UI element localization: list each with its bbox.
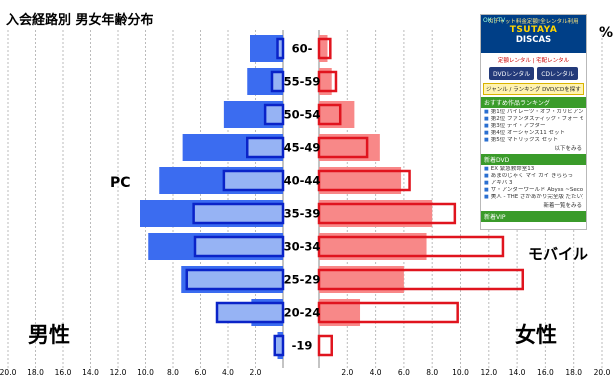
list-item[interactable]: 第4位 オーシャンズ11 セット: [484, 130, 583, 137]
male-mobile-bar: [273, 334, 285, 357]
female-mobile-bar: [317, 202, 457, 225]
male-mobile-bar: [193, 235, 285, 258]
age-category-label: 50-54: [284, 108, 321, 122]
male-mobile-bar: [185, 268, 285, 291]
ad-brand-tsutaya: TSUTAYA: [509, 25, 558, 35]
male-tick-label: 14.0: [82, 368, 99, 376]
female-mobile-bar: [317, 136, 369, 159]
female-mobile-bar: [317, 334, 333, 357]
age-category-labels: 60- 55-59 50-54 45-49 40-44 35-39 30-34 25-29 20…: [284, 42, 321, 353]
female-pc-bar: [319, 35, 328, 62]
list-item[interactable]: EX 緊急救命室13: [484, 166, 583, 173]
ad-header: OK | TV ガチャット料金定額!全レンタル利用 TSUTAYA DISCAS: [481, 15, 586, 53]
female-mobile-bar: [317, 103, 342, 126]
ad-subtitle: ガチャット料金定額!全レンタル利用: [488, 19, 579, 25]
mobile-series-label: モバイル: [528, 245, 588, 263]
age-category-label: 30-34: [284, 240, 321, 254]
ad-search-link[interactable]: ジャンル / ランキング DVD/CDを探す: [483, 83, 584, 95]
male-tick-label: 16.0: [55, 368, 72, 376]
cd-rental-button[interactable]: CDレンタル: [537, 67, 579, 80]
list-item[interactable]: 美人 - THE さかあがり完全版 だたい宝物詰め: [484, 194, 583, 201]
male-mobile-bar: [270, 70, 285, 93]
female-tick-label: 8.0: [426, 368, 438, 376]
female-mobile-bar: [317, 70, 338, 93]
male-tick-label: 18.0: [27, 368, 44, 376]
list-item[interactable]: アキバ 3: [484, 180, 583, 187]
age-category-label: 60-: [292, 42, 313, 56]
female-mobile-bar: [317, 268, 525, 291]
age-category-label: 20-24: [284, 306, 321, 320]
ad-new-dvd-list: EX 緊急救命室13 あまのじゃく マイ ガイ きららっ アキバ 3 ザ・アンダ…: [481, 166, 586, 201]
ad-new-list-link[interactable]: 新着一覧をみる: [543, 203, 582, 209]
female-tick-label: 10.0: [452, 368, 469, 376]
female-tick-label: 12.0: [480, 368, 497, 376]
ad-ranking-header: おすすめ作品ランキング: [481, 97, 586, 108]
male-tick-label: 10.0: [137, 368, 154, 376]
male-mobile-bar: [215, 301, 285, 324]
male-tick-label: 6.0: [195, 368, 207, 376]
ad-button-row: DVDレンタル CDレンタル: [481, 67, 586, 80]
axis-tick-labels: 20.0 18.0 16.0 14.0 12.0 10.0 8.0 6.0 4.0 2.0 2.0 4…: [0, 368, 611, 376]
tsutaya-discas-ad-banner[interactable]: OK | TV ガチャット料金定額!全レンタル利用 TSUTAYA DISCAS…: [480, 14, 587, 230]
female-tick-label: 16.0: [537, 368, 554, 376]
dvd-rental-button[interactable]: DVDレンタル: [488, 67, 535, 80]
female-tick-label: 4.0: [370, 368, 382, 376]
age-category-label: 55-59: [284, 75, 321, 89]
ad-vip-header: 新着VIP: [481, 211, 586, 222]
age-category-label: -19: [292, 339, 313, 353]
male-tick-label: 8.0: [167, 368, 179, 376]
ad-brand-discas: DISCAS: [515, 35, 552, 45]
list-item[interactable]: 第3位 デイ・アフター: [484, 123, 583, 130]
ad-ranking-list: 第1位 パイレーツ・オブ・カリビアン セット 第2位 ファンタスティック・フォー…: [481, 109, 586, 144]
percent-unit: %: [599, 25, 613, 41]
ad-new-dvd-header: 新着DVD: [481, 154, 586, 165]
male-label: 男性: [28, 323, 70, 347]
list-item[interactable]: 第5位 マトリックス セット: [484, 137, 583, 144]
list-item[interactable]: 第2位 ファンタスティック・フォー セット: [484, 116, 583, 123]
female-tick-label: 2.0: [341, 368, 353, 376]
list-item[interactable]: あまのじゃく マイ ガイ きららっ: [484, 173, 583, 180]
female-mobile-bar: [317, 169, 411, 192]
male-mobile-bar: [192, 202, 285, 225]
male-mobile-bar: [263, 103, 285, 126]
list-item[interactable]: ザ・アンダーワールド Abyss ~Second Ag: [484, 187, 583, 194]
age-category-label: 35-39: [284, 207, 321, 221]
male-tick-label: 2.0: [250, 368, 262, 376]
male-mobile-bar: [222, 169, 285, 192]
female-label: 女性: [515, 323, 557, 347]
ad-icons: OK | TV: [483, 17, 506, 24]
ad-more-link[interactable]: 以下をみる: [554, 146, 582, 152]
female-mobile-bar: [317, 301, 459, 324]
ad-list-links[interactable]: 定額レンタル | 宅配レンタル: [497, 58, 570, 64]
female-mobile-bar: [317, 235, 505, 258]
male-tick-label: 12.0: [110, 368, 127, 376]
female-tick-label: 18.0: [565, 368, 582, 376]
male-tick-label: 4.0: [222, 368, 234, 376]
female-tick-label: 6.0: [398, 368, 410, 376]
female-tick-label: 20.0: [594, 368, 611, 376]
male-mobile-bar: [246, 136, 285, 159]
male-mobile-bar: [276, 37, 285, 60]
pc-series-label: PC: [110, 175, 131, 191]
list-item[interactable]: 第1位 パイレーツ・オブ・カリビアン セット: [484, 109, 583, 116]
male-tick-label: 20.0: [0, 368, 17, 376]
female-mobile-bar: [317, 37, 332, 60]
age-category-label: 45-49: [284, 141, 321, 155]
chart-title: 入会経路別 男女年齢分布: [6, 12, 154, 28]
female-tick-label: 14.0: [509, 368, 526, 376]
female-pc-bar: [319, 68, 332, 95]
age-category-label: 40-44: [284, 174, 321, 188]
chart-bars: [140, 35, 525, 359]
age-category-label: 25-29: [284, 273, 321, 287]
